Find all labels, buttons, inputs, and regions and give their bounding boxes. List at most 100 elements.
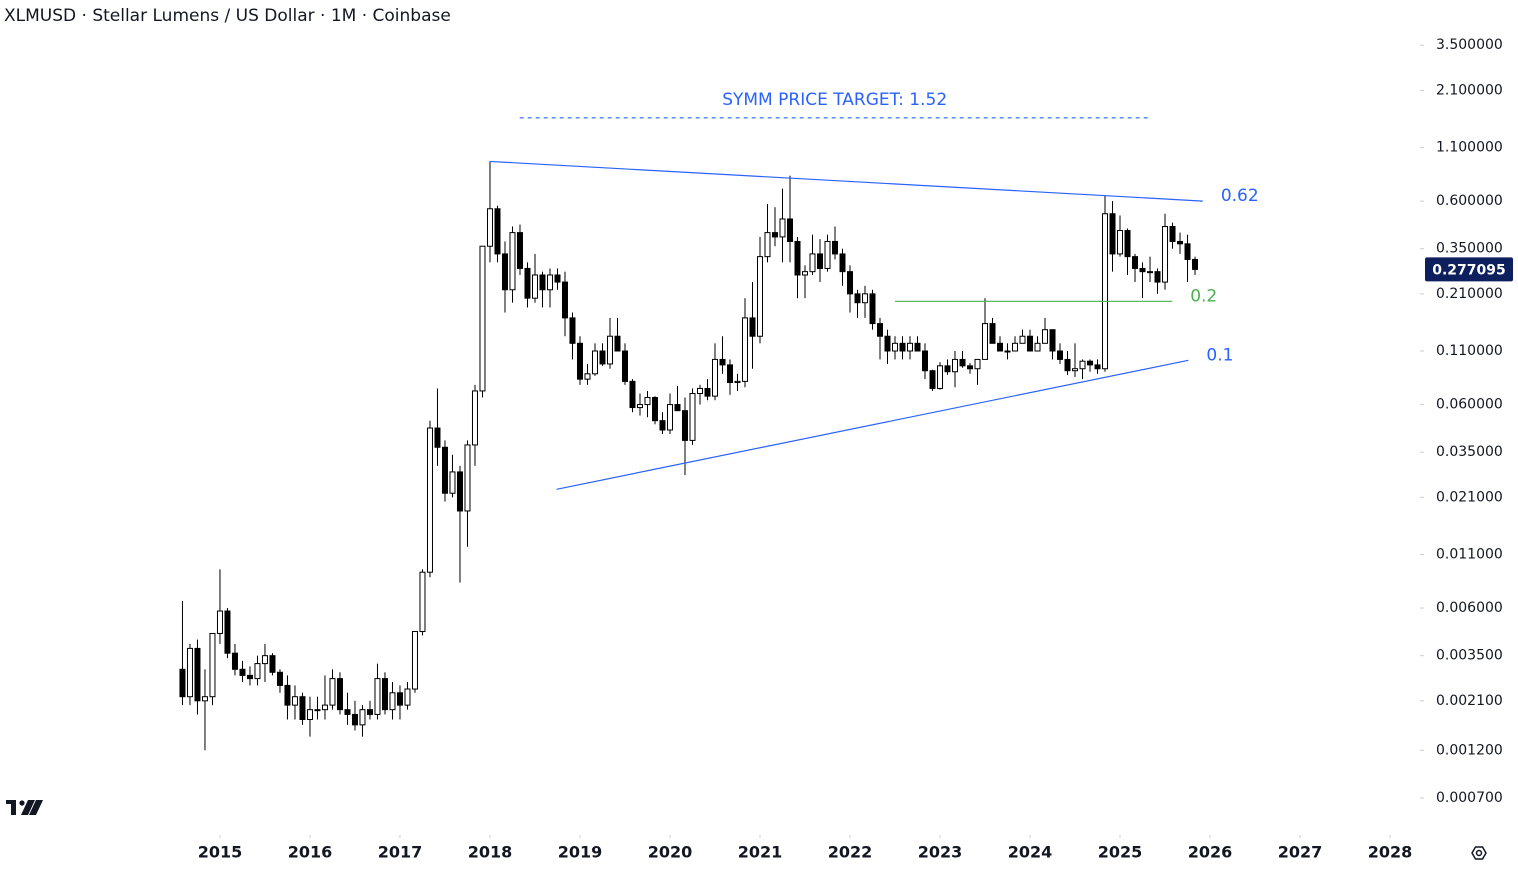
candle-body: [531, 274, 538, 299]
candle-body: [997, 342, 1004, 352]
candle-body: [539, 274, 546, 291]
y-tick-label: 0.600000: [1436, 193, 1503, 209]
candle-body: [629, 380, 636, 409]
candle-body: [869, 293, 876, 325]
candle-body: [434, 427, 441, 448]
candle-body: [756, 256, 763, 337]
candle-body: [704, 387, 711, 397]
candle-body: [786, 218, 793, 242]
candle-body: [1004, 350, 1011, 353]
candle-body: [591, 350, 598, 375]
candle-body: [614, 335, 621, 352]
chart-title: XLMUSD · Stellar Lumens / US Dollar · 1M…: [4, 6, 451, 26]
y-tick-label: 0.006000: [1436, 600, 1503, 616]
candle-body: [299, 696, 306, 720]
candle-body: [1132, 256, 1139, 269]
y-tick-label: 0.002100: [1436, 693, 1503, 709]
y-tick-label: 0.350000: [1436, 241, 1503, 257]
candle-body: [321, 704, 328, 711]
x-tick-label: 2024: [1008, 843, 1053, 862]
candle-body: [246, 674, 253, 680]
candle-body: [719, 358, 726, 366]
candle-body: [479, 245, 486, 392]
candle-body: [914, 342, 921, 352]
candle-body: [967, 365, 974, 370]
candle-body: [231, 652, 238, 670]
candle-body: [854, 293, 861, 304]
candle-body: [576, 342, 583, 380]
annotation-label: 0.2: [1190, 286, 1217, 306]
candle-body: [456, 471, 463, 512]
candle-body: [839, 253, 846, 273]
candle-body: [636, 404, 643, 409]
candle-body: [651, 396, 658, 422]
candle-body: [1087, 360, 1094, 366]
candle-body: [1124, 230, 1131, 258]
candle-body: [1034, 342, 1041, 352]
candle-body: [1027, 335, 1034, 352]
candle-body: [329, 678, 336, 706]
candle-body: [794, 240, 801, 276]
candle-body: [441, 446, 448, 494]
candle-body: [276, 671, 283, 686]
candle-body: [1079, 360, 1086, 370]
last-price-label: 0.277095: [1432, 262, 1506, 278]
candle-body: [937, 365, 944, 389]
candle-body: [351, 713, 358, 726]
candle-body: [314, 709, 321, 712]
x-tick-label: 2027: [1278, 843, 1323, 862]
x-tick-label: 2026: [1188, 843, 1233, 862]
candle-body: [344, 709, 351, 715]
y-tick-label: 1.100000: [1436, 140, 1503, 156]
annotation-line: [489, 160, 1203, 202]
x-tick-label: 2022: [828, 843, 873, 862]
candle-body: [764, 232, 771, 258]
settings-icon[interactable]: [1471, 846, 1487, 860]
candle-body: [1139, 267, 1146, 273]
candle-body: [449, 471, 456, 494]
candle-body: [801, 271, 808, 276]
candle-body: [419, 571, 426, 633]
candle-body: [689, 393, 696, 441]
candle-body: [306, 709, 313, 720]
candle-body: [621, 350, 628, 382]
candle-body: [884, 335, 891, 352]
candle-body: [877, 323, 884, 337]
candles: [179, 161, 1199, 751]
candle-body: [1117, 230, 1124, 255]
candle-body: [659, 420, 666, 431]
annotation-label: 0.1: [1206, 345, 1233, 365]
candle-body: [989, 323, 996, 344]
candle-body: [1169, 226, 1176, 242]
candle-body: [1042, 329, 1049, 344]
candle-body: [892, 342, 899, 352]
candle-body: [201, 696, 208, 702]
candle-body: [711, 358, 718, 397]
tradingview-logo: [6, 800, 43, 815]
candle-body: [606, 335, 613, 365]
candle-body: [1177, 240, 1184, 245]
y-tick-label: 0.060000: [1436, 397, 1503, 413]
candle-body: [239, 668, 246, 676]
candle-body: [494, 208, 501, 255]
candle-body: [734, 380, 741, 384]
candle-body: [696, 387, 703, 395]
y-tick-label: 0.011000: [1436, 546, 1503, 562]
candle-body: [922, 350, 929, 372]
candle-body: [771, 232, 778, 238]
x-tick-label: 2015: [198, 843, 243, 862]
candle-body: [1012, 342, 1019, 352]
candle-body: [1064, 358, 1071, 372]
candle-body: [824, 240, 831, 269]
candle-body: [1019, 335, 1026, 344]
candle-body: [404, 688, 411, 706]
y-tick-label: 0.110000: [1436, 343, 1503, 359]
candle-body: [644, 396, 651, 406]
x-tick-label: 2017: [378, 843, 423, 862]
candle-body: [546, 274, 553, 291]
candle-body: [426, 427, 433, 573]
candle-body: [194, 647, 201, 702]
x-tick-label: 2016: [288, 843, 333, 862]
